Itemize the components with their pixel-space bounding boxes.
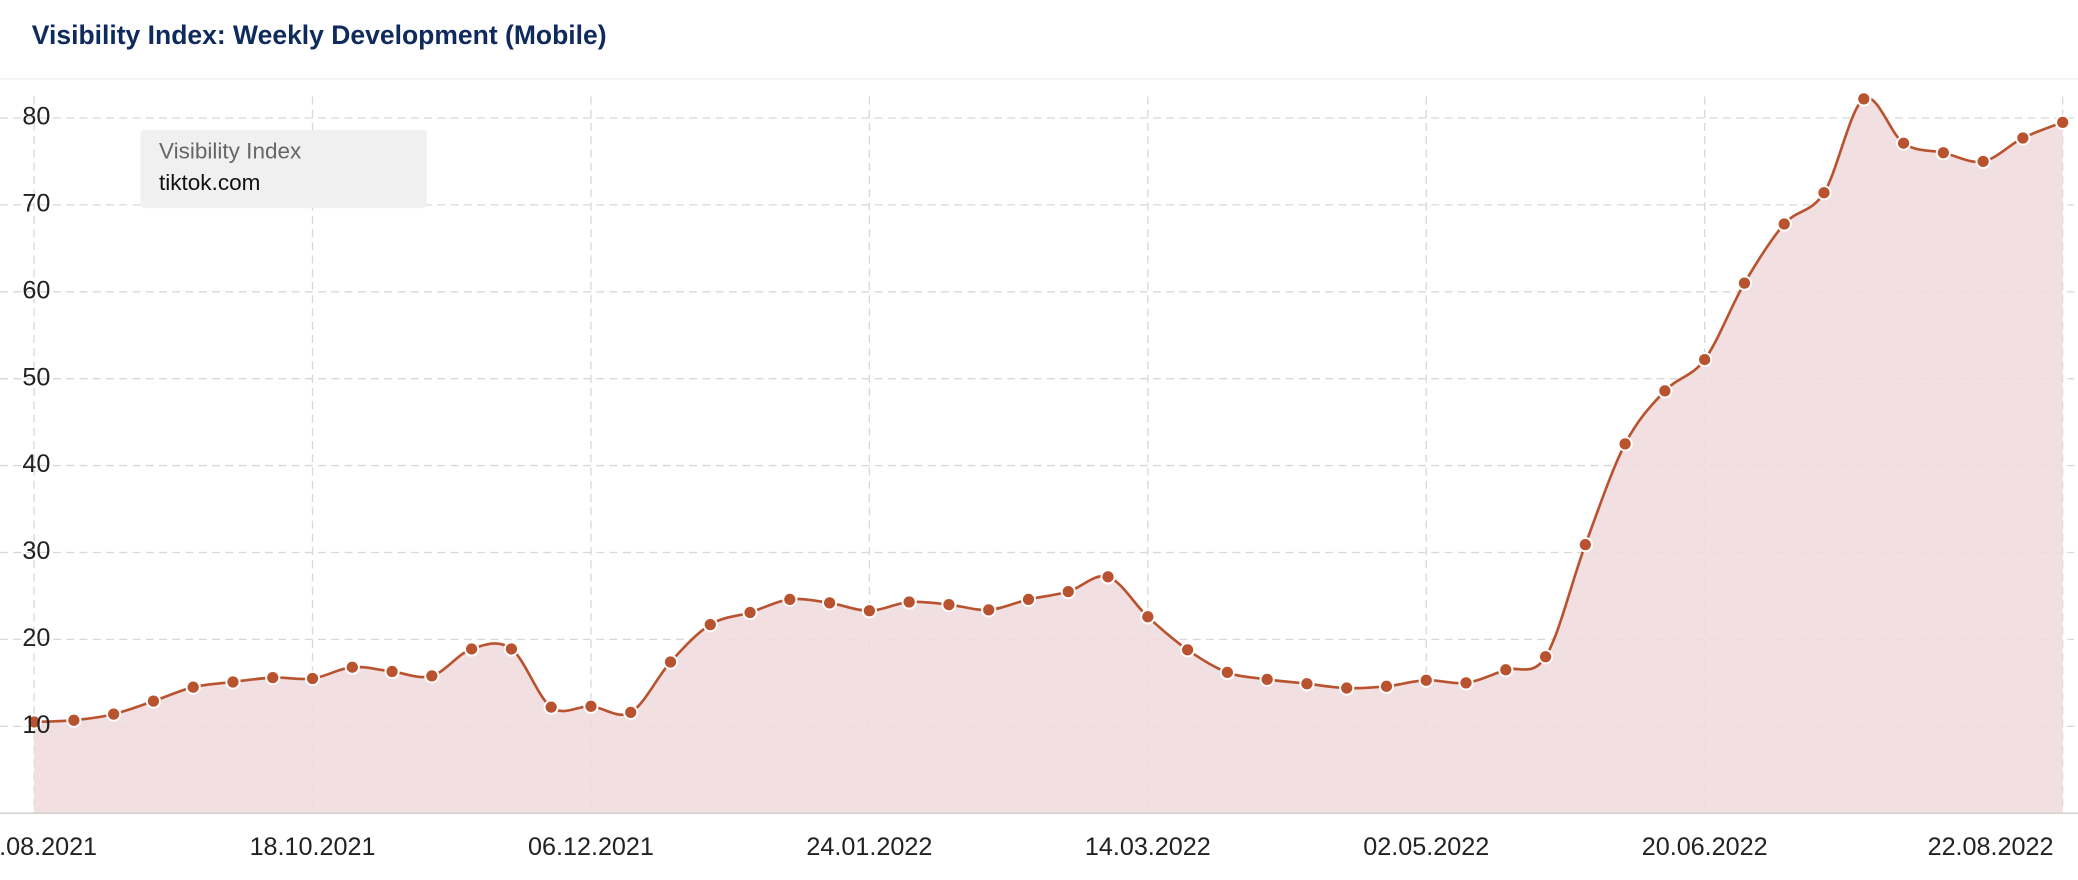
x-tick-label: 20.06.2022: [1642, 833, 1768, 861]
x-tick-label: 24.01.2022: [806, 833, 932, 861]
data-point: [185, 679, 201, 695]
data-point: [384, 663, 400, 680]
chart-title: Visibility Index: Weekly Development (Mo…: [32, 20, 607, 50]
data-point: [265, 670, 281, 686]
data-point: [1816, 185, 1832, 201]
data-point: [424, 668, 440, 684]
data-point: [1339, 680, 1355, 696]
data-point: [821, 595, 838, 611]
data-point: [1060, 583, 1076, 600]
data-point: [1776, 216, 1792, 232]
data-point: [901, 594, 917, 610]
data-point: [26, 714, 42, 730]
x-tick-label: 14.03.2022: [1085, 833, 1211, 861]
y-tick-label: 80: [22, 103, 50, 131]
data-point: [1219, 664, 1235, 681]
data-point: [66, 712, 82, 728]
data-point: [861, 603, 878, 619]
y-tick-label: 30: [22, 537, 50, 565]
data-point: [981, 602, 997, 618]
data-point: [1020, 591, 1037, 608]
y-tick-label: 20: [22, 624, 50, 652]
data-point: [1657, 383, 1673, 399]
data-point: [2015, 130, 2031, 146]
data-point: [304, 670, 321, 687]
legend: Visibility Index tiktok.com: [140, 129, 427, 209]
data-point: [583, 698, 599, 714]
y-tick-label: 10: [22, 711, 50, 739]
data-point: [1577, 537, 1593, 553]
data-point: [344, 659, 360, 675]
x-tick-label: 30.08.2021: [0, 833, 97, 861]
data-point: [543, 699, 559, 715]
data-point: [464, 641, 480, 657]
data-point: [1100, 569, 1116, 585]
legend-entry: tiktok.com: [159, 170, 260, 195]
data-point: [145, 693, 162, 709]
y-tick-label: 70: [22, 190, 50, 218]
data-point: [1418, 672, 1434, 688]
plot: [26, 91, 2071, 814]
data-point: [742, 604, 758, 621]
data-point: [1736, 275, 1753, 291]
legend-box: [140, 129, 427, 209]
data-point: [1697, 351, 1713, 368]
data-point: [1179, 642, 1196, 658]
data-point: [106, 706, 122, 722]
data-point: [702, 617, 718, 633]
data-point: [1935, 145, 1951, 161]
data-point: [1378, 678, 1395, 694]
data-point: [662, 654, 679, 670]
y-tick-label: 40: [22, 450, 50, 478]
data-point: [941, 597, 957, 613]
x-tick-label: 06.12.2021: [528, 833, 654, 861]
x-tick-label: 18.10.2021: [250, 833, 376, 861]
y-tick-label: 50: [22, 363, 50, 391]
data-point: [782, 591, 798, 608]
data-point: [2055, 114, 2071, 130]
y-tick-label: 60: [22, 276, 50, 304]
data-point: [1299, 676, 1315, 692]
data-point: [1617, 436, 1633, 452]
data-point: [225, 674, 241, 690]
area: [34, 97, 2063, 814]
data-point: [1259, 671, 1275, 687]
x-tick-label: 02.05.2022: [1363, 833, 1489, 861]
data-point: [1140, 609, 1156, 625]
axes: 10 20 30 40 50 60 70 80 30.08.2021 18.10.2021 06.1…: [0, 103, 2078, 861]
data-point: [1537, 649, 1554, 665]
data-point: [503, 641, 520, 657]
data-point: [1895, 135, 1912, 151]
data-point: [1458, 675, 1474, 691]
data-point: [623, 704, 639, 721]
data-point: [1498, 662, 1514, 678]
data-point: [1856, 91, 1872, 107]
legend-title: Visibility Index: [159, 138, 302, 163]
data-point: [1975, 153, 1991, 170]
x-tick-label: 22.08.2022: [1928, 833, 2054, 861]
